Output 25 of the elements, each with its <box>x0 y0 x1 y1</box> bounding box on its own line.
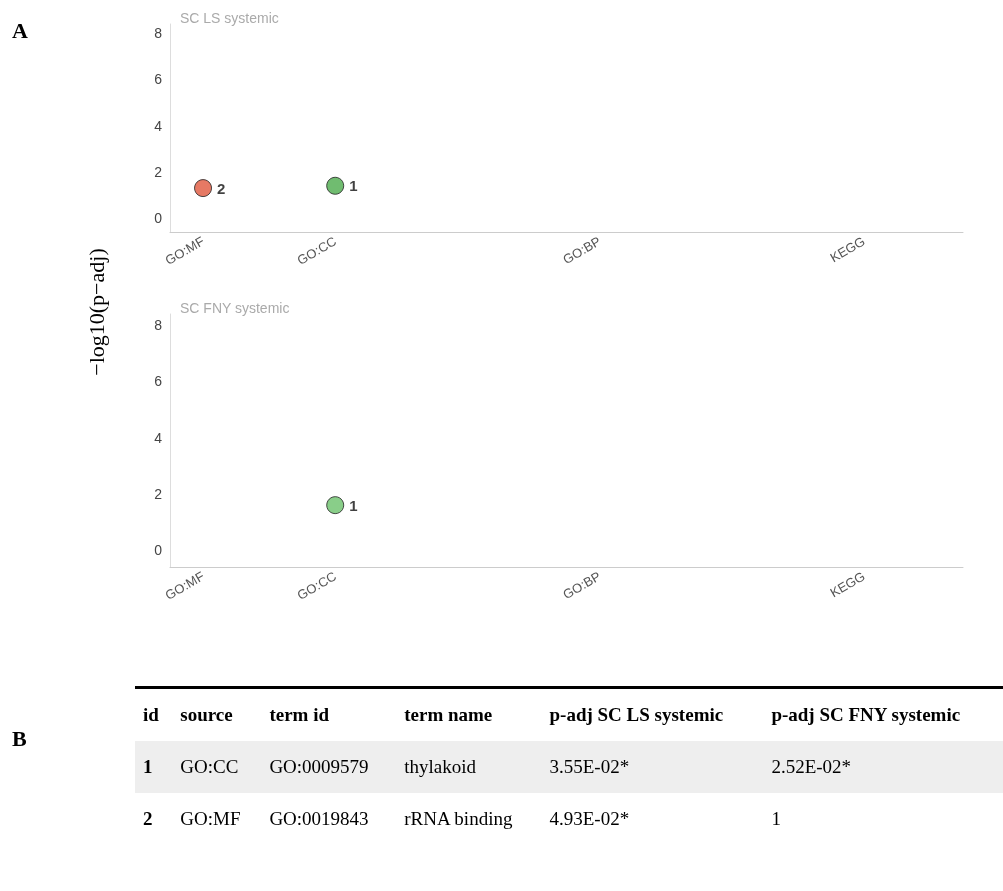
y-tick-label: 6 <box>154 71 163 88</box>
y-tick-label: 8 <box>154 317 163 334</box>
y-tick-label: 2 <box>154 485 163 502</box>
annotation: 2 <box>217 179 226 197</box>
category-label: term name <box>403 703 494 727</box>
text: A <box>12 18 28 44</box>
y-tick-label: 4 <box>154 429 163 446</box>
annotation: 1 <box>349 177 358 195</box>
category-label: p-adj SC FNY systemic <box>770 703 962 727</box>
annotation: 1 <box>349 496 358 514</box>
y-tick-label: 4 <box>154 117 163 134</box>
y-tick-label: 8 <box>154 25 163 42</box>
y-tick-label: 0 <box>154 542 163 559</box>
chart-title: SC LS systemic <box>180 10 279 26</box>
y-tick-label: 6 <box>154 373 163 390</box>
plain-row: 2 GO:MF GO:0019843 rRNA binding 4.93E-02* 1 <box>135 793 1003 845</box>
category-label: source <box>179 703 234 727</box>
chart-title: SC FNY systemic <box>180 300 290 316</box>
y-tick-label: 0 <box>154 210 163 227</box>
category-label: term id <box>268 703 330 727</box>
y-tick-label: 2 <box>154 163 163 180</box>
category-label: p-adj SC LS systemic <box>548 703 725 727</box>
text: B <box>12 726 27 752</box>
y-axis-title: −log10(p−adj) <box>84 248 110 376</box>
category-label: id <box>142 703 160 727</box>
